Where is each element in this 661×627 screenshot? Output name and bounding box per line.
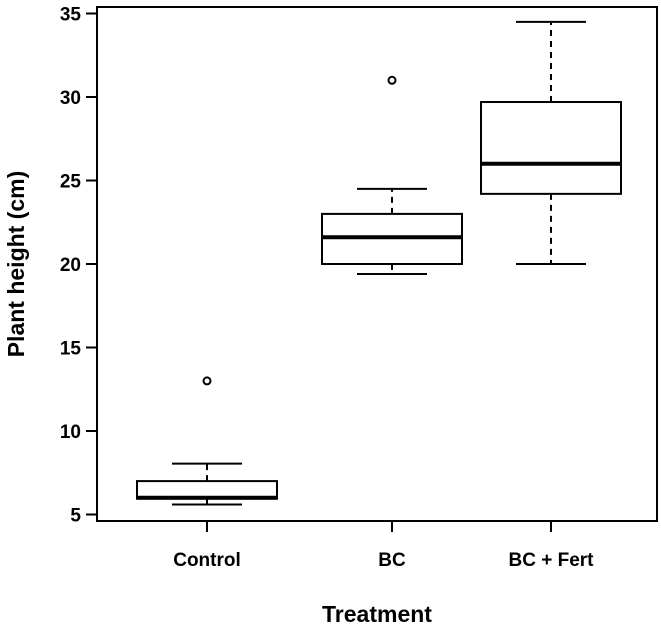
x-tick-label: Control — [173, 550, 241, 571]
x-tick-label: BC — [378, 550, 406, 571]
x-axis: Control BC BC + Fert — [173, 521, 594, 571]
y-tick-label: 30 — [60, 88, 81, 109]
y-tick-label: 5 — [70, 506, 81, 527]
y-axis-title: Plant height (cm) — [3, 171, 29, 358]
box-control — [136, 376, 278, 506]
x-tick-label: BC + Fert — [509, 550, 595, 571]
y-tick-label: 35 — [60, 5, 82, 26]
y-axis: 5 10 15 20 25 30 35 — [60, 5, 97, 527]
y-tick-label: 15 — [60, 339, 82, 360]
outlier-point — [387, 75, 397, 85]
boxes-layer — [136, 20, 622, 506]
box-bc-fert — [480, 20, 622, 265]
iqr-box — [480, 101, 622, 195]
box-bc — [321, 75, 463, 276]
x-axis-title: Treatment — [322, 601, 432, 627]
outlier-point — [202, 376, 212, 386]
y-tick-label: 25 — [60, 172, 82, 193]
y-tick-label: 20 — [60, 255, 81, 276]
y-tick-label: 10 — [60, 422, 81, 443]
